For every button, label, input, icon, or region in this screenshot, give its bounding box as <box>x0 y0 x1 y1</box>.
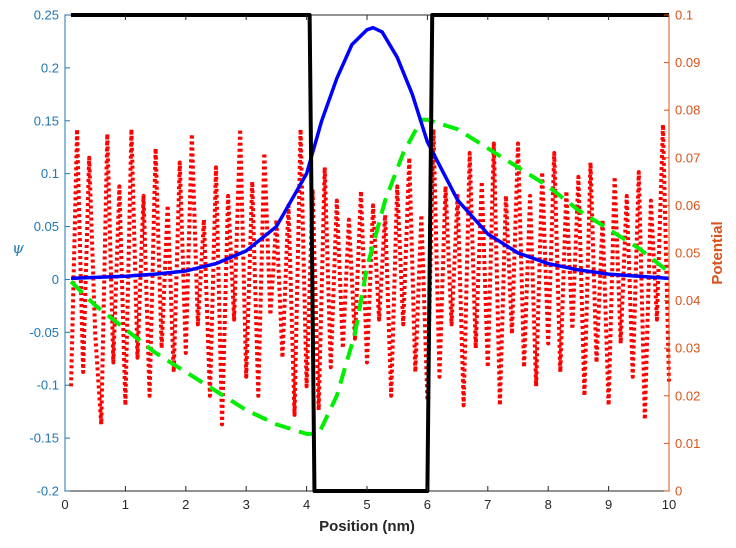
y-left-tick-label: -0.1 <box>37 378 59 393</box>
y-right-tick-label: 0.02 <box>675 388 700 403</box>
series-potential-well <box>71 13 669 493</box>
y-right-tick-label: 0 <box>675 484 682 499</box>
y-left-tick-label: 0.1 <box>41 166 59 181</box>
y-right-tick-label: 0.04 <box>675 293 700 308</box>
y-left-tick-label: -0.2 <box>37 484 59 499</box>
y-right-tick-label: 0.06 <box>675 198 700 213</box>
y-left-tick-label: 0.25 <box>34 8 59 23</box>
y-left-tick-label: 0 <box>52 272 59 287</box>
y-axis-left-label: ψ <box>12 239 24 257</box>
x-tick-label: 9 <box>605 497 612 512</box>
x-tick-label: 6 <box>424 497 431 512</box>
x-tick-label: 5 <box>363 497 370 512</box>
y-axis-right-label: Potential <box>709 221 726 284</box>
y-right-tick-label: 0.03 <box>675 341 700 356</box>
x-tick-label: 4 <box>303 497 310 512</box>
y-left-tick-label: -0.15 <box>29 431 59 446</box>
series-noisy-potential <box>69 122 671 427</box>
y-right-tick-label: 0.07 <box>675 150 700 165</box>
x-tick-label: 8 <box>545 497 552 512</box>
x-tick-label: 1 <box>122 497 129 512</box>
y-left-tick-label: 0.2 <box>41 60 59 75</box>
y-left-tick-label: -0.05 <box>29 325 59 340</box>
x-tick-label: 2 <box>182 497 189 512</box>
x-tick-label: 7 <box>484 497 491 512</box>
series-wavefunction <box>70 25 670 281</box>
x-tick-label: 0 <box>61 497 68 512</box>
x-tick-label: 10 <box>662 497 676 512</box>
x-tick-label: 3 <box>243 497 250 512</box>
y-right-tick-label: 0.08 <box>675 103 700 118</box>
y-right-tick-label: 0.01 <box>675 436 700 451</box>
y-right-tick-label: 0.05 <box>675 246 700 261</box>
y-right-tick-label: 0.09 <box>675 55 700 70</box>
plot-area <box>64 14 670 492</box>
y-left-tick-label: 0.15 <box>34 113 59 128</box>
y-left-tick-label: 0.05 <box>34 219 59 234</box>
x-axis-label: Position (nm) <box>319 518 415 535</box>
y-right-tick-label: 0.1 <box>675 8 693 23</box>
axes-layer: 0 1 2 3 4 5 6 7 8 9 10 -0.2 -0.15 -0.1 -0.05 0 0.05 0.1 0.… <box>29 8 700 513</box>
series-layer <box>69 13 671 493</box>
